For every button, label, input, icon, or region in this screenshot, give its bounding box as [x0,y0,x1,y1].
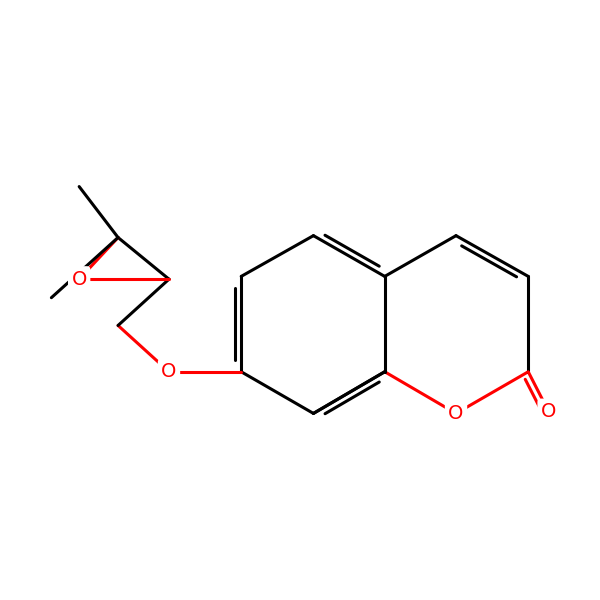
Text: O: O [448,404,464,423]
Text: O: O [541,402,556,421]
Text: O: O [71,269,87,289]
Text: O: O [161,362,176,381]
